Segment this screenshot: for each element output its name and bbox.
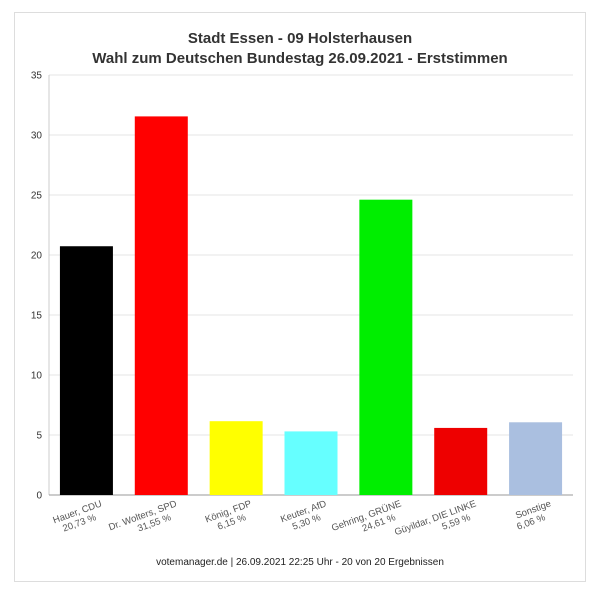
bar <box>284 431 338 495</box>
y-tick-label: 25 <box>31 191 43 202</box>
bar <box>209 421 263 495</box>
x-tick-label: Hauer, CDU20,73 % <box>52 498 108 536</box>
y-tick-label: 30 <box>31 131 43 142</box>
chart-subtitle: Wahl zum Deutschen Bundestag 26.09.2021 … <box>92 50 508 67</box>
bar <box>59 246 113 495</box>
bar <box>359 199 413 495</box>
chart-title: Stadt Essen - 09 Holsterhausen <box>187 30 413 47</box>
bar <box>434 427 488 495</box>
x-tick-label: Güyildar, DIE LINKE5,59 % <box>393 498 481 548</box>
x-tick-label: Sonstige6,06 % <box>512 498 557 532</box>
x-tick-label: Keuter, AfD5,30 % <box>279 498 332 535</box>
y-tick-label: 10 <box>31 371 43 382</box>
x-tick-label: Dr. Wolters, SPD31,55 % <box>107 498 182 543</box>
y-tick-label: 5 <box>36 431 42 442</box>
bar <box>134 116 188 496</box>
y-tick-label: 20 <box>31 251 43 262</box>
bar <box>509 422 563 495</box>
y-tick-label: 35 <box>31 71 43 82</box>
y-tick-label: 0 <box>36 491 42 502</box>
footer-source: votemanager.de | 26.09.2021 22:25 Uhr - … <box>156 557 444 568</box>
x-tick-label: Gehring, GRÜNE24,61 % <box>330 498 406 544</box>
x-tick-label: König, FDP6,15 % <box>204 498 257 535</box>
y-tick-label: 15 <box>31 311 43 322</box>
